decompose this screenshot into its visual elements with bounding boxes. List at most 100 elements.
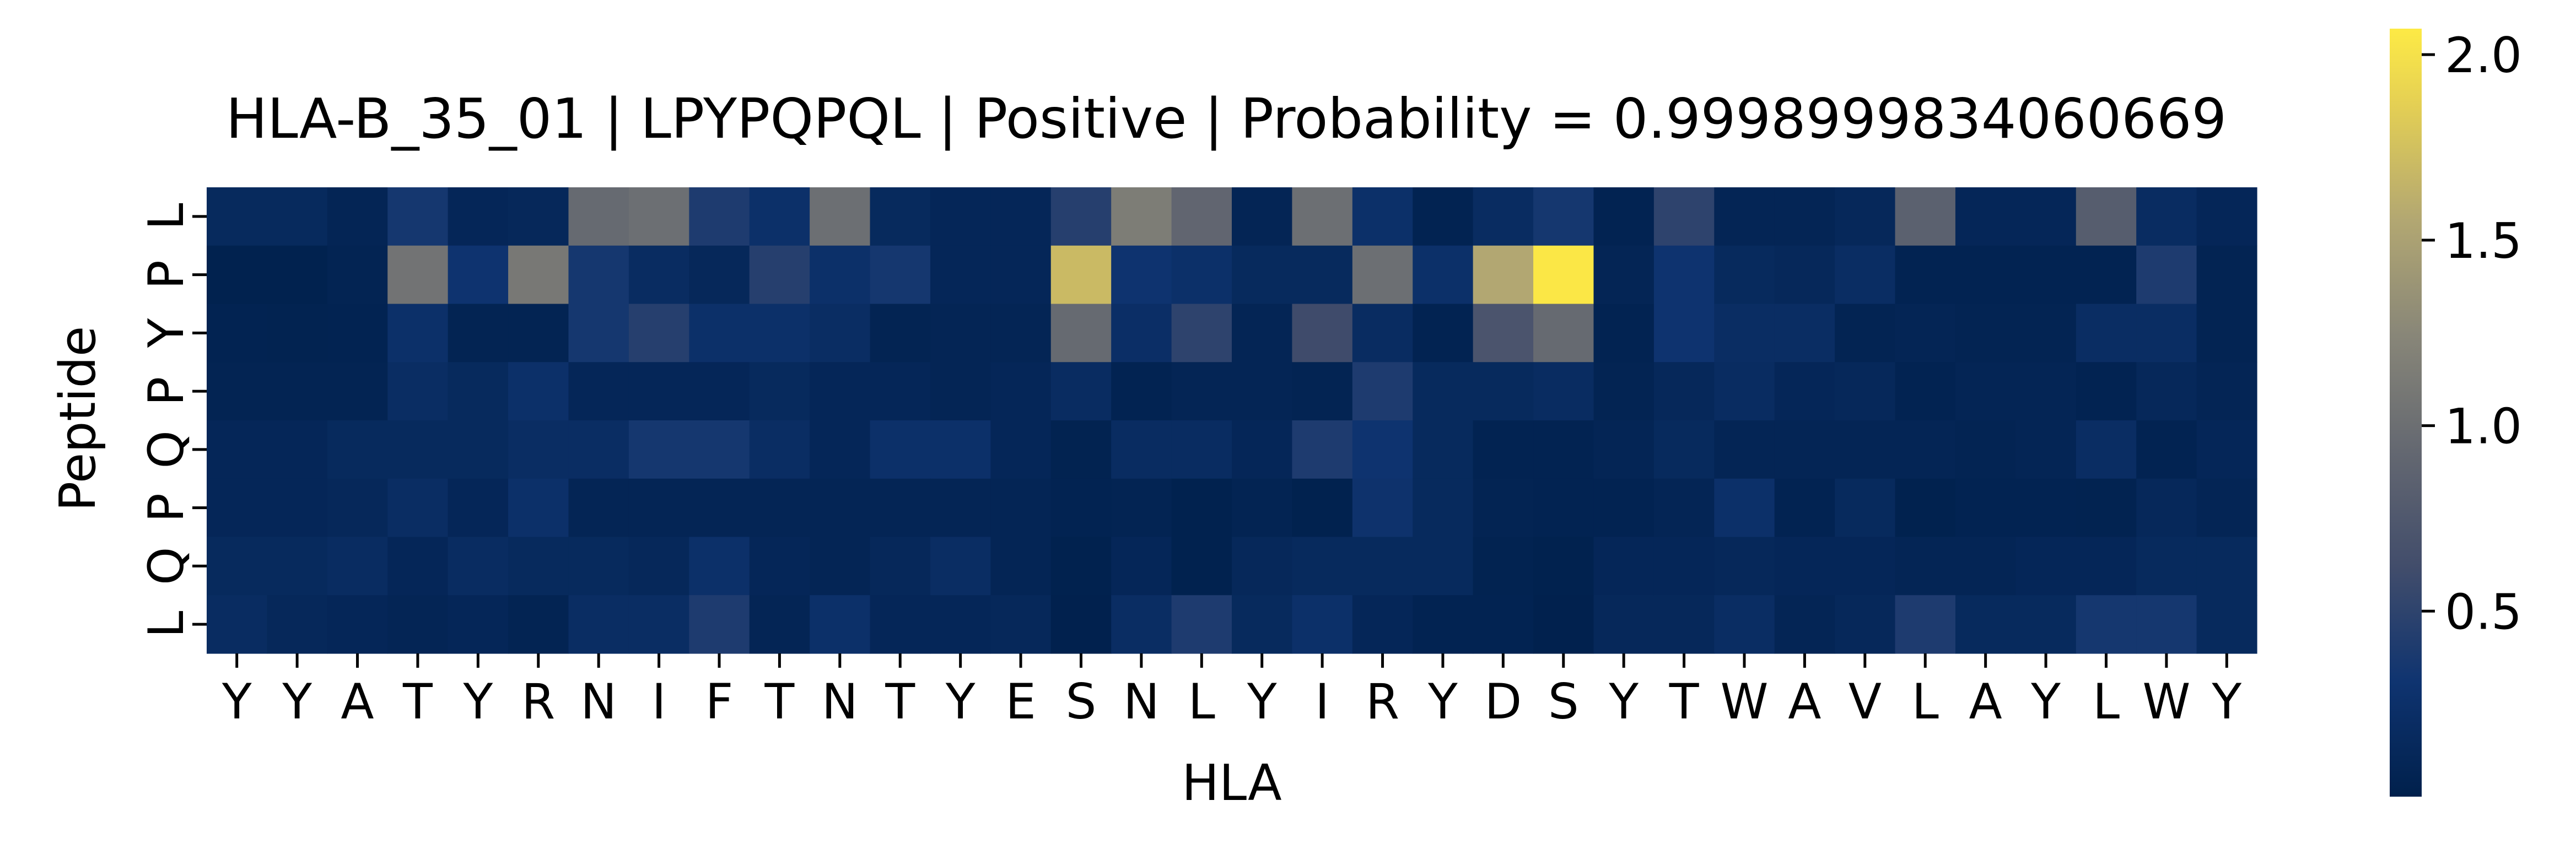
- heatmap-cell: [749, 420, 810, 479]
- y-axis-label: Peptide: [49, 326, 107, 511]
- x-tick-label: V: [1849, 673, 1882, 730]
- heatmap-cell: [2136, 537, 2197, 596]
- heatmap-cell: [1292, 245, 1353, 305]
- heatmap-cell: [1352, 537, 1413, 596]
- x-tick-label: A: [1788, 673, 1821, 730]
- heatmap-cell: [2015, 420, 2077, 479]
- heatmap-cell: [1413, 420, 1474, 479]
- heatmap-cell: [870, 187, 931, 246]
- heatmap-cell: [267, 537, 328, 596]
- heatmap-cell: [327, 245, 388, 305]
- heatmap-cell: [2015, 537, 2077, 596]
- heatmap-cell: [1714, 537, 1775, 596]
- heatmap-cell: [1171, 595, 1232, 654]
- heatmap-cell: [508, 187, 569, 246]
- heatmap-cell: [1714, 478, 1775, 538]
- heatmap-cell: [1774, 420, 1835, 479]
- heatmap-cell: [1895, 537, 1956, 596]
- heatmap-cell: [568, 478, 629, 538]
- x-tick-label: Y: [2211, 673, 2241, 730]
- heatmap-cell: [1292, 595, 1353, 654]
- heatmap-cell: [207, 245, 268, 305]
- heatmap-cell: [1895, 362, 1956, 421]
- heatmap-cell: [1774, 478, 1835, 538]
- heatmap-cell: [2196, 537, 2257, 596]
- x-tick-label: Y: [945, 673, 976, 730]
- heatmap-cell: [1533, 362, 1594, 421]
- heatmap-cell: [1473, 245, 1534, 305]
- colorbar-tick-label: 1.0: [2445, 398, 2522, 455]
- heatmap-cell: [749, 478, 810, 538]
- x-tick-label: T: [885, 673, 915, 730]
- heatmap-cell: [2196, 362, 2257, 421]
- heatmap-cell: [810, 304, 871, 363]
- heatmap-cell: [207, 537, 268, 596]
- heatmap-cell: [870, 478, 931, 538]
- heatmap-cell: [930, 187, 991, 246]
- heatmap-cell: [628, 187, 689, 246]
- heatmap-cell: [2076, 187, 2137, 246]
- heatmap-cell: [1050, 478, 1112, 538]
- heatmap-cell: [2015, 304, 2077, 363]
- heatmap-cell: [1835, 478, 1896, 538]
- heatmap-cell: [1232, 420, 1293, 479]
- heatmap-cell: [1050, 595, 1112, 654]
- y-tick-label: P: [138, 377, 195, 406]
- heatmap-cell: [2015, 187, 2077, 246]
- heatmap-cell: [990, 304, 1052, 363]
- heatmap-cell: [387, 537, 449, 596]
- heatmap-cell: [1292, 478, 1353, 538]
- x-tick-label: A: [1969, 673, 2002, 730]
- heatmap-cell: [1232, 537, 1293, 596]
- heatmap-cell: [1111, 187, 1172, 246]
- heatmap-cell: [1050, 420, 1112, 479]
- heatmap-cell: [2196, 595, 2257, 654]
- heatmap-cell: [689, 420, 750, 479]
- heatmap-cell: [1835, 537, 1896, 596]
- y-tick-label: Y: [138, 318, 195, 348]
- heatmap-cell: [1352, 304, 1413, 363]
- heatmap-cell: [1835, 362, 1896, 421]
- heatmap-cell: [628, 537, 689, 596]
- heatmap-cell: [749, 304, 810, 363]
- heatmap-cell: [870, 245, 931, 305]
- heatmap-cell: [2076, 304, 2137, 363]
- heatmap-cell: [1413, 245, 1474, 305]
- heatmap-cell: [1292, 304, 1353, 363]
- heatmap-cell: [689, 187, 750, 246]
- heatmap-cell: [2136, 420, 2197, 479]
- heatmap-cell: [1050, 245, 1112, 305]
- heatmap-cell: [628, 245, 689, 305]
- heatmap-cell: [1413, 595, 1474, 654]
- heatmap-cell: [207, 304, 268, 363]
- heatmap-cell: [267, 595, 328, 654]
- heatmap-cell: [1955, 478, 2016, 538]
- heatmap-cell: [1653, 595, 1715, 654]
- heatmap-cell: [1895, 304, 1956, 363]
- heatmap-cell: [628, 478, 689, 538]
- heatmap-cell: [870, 304, 931, 363]
- heatmap-cell: [2015, 478, 2077, 538]
- x-tick-label: Y: [1247, 673, 1277, 730]
- heatmap-cell: [267, 478, 328, 538]
- x-tick-label: E: [1005, 673, 1036, 730]
- heatmap-cell: [1593, 537, 1655, 596]
- heatmap-cell: [1171, 362, 1232, 421]
- heatmap-cell: [1171, 187, 1232, 246]
- heatmap-cell: [1111, 362, 1172, 421]
- heatmap-cell: [2196, 420, 2257, 479]
- colorbar-ticks: 0.5 1.0 1.5 2.0: [2422, 27, 2522, 640]
- heatmap-cell: [930, 420, 991, 479]
- heatmap-cell: [568, 187, 629, 246]
- heatmap-cell: [1955, 304, 2016, 363]
- x-tick-label: I: [1315, 673, 1329, 730]
- heatmap-cell: [1533, 187, 1594, 246]
- heatmap-cell: [1111, 537, 1172, 596]
- heatmap-cell: [1835, 595, 1896, 654]
- heatmap-cell: [2076, 595, 2137, 654]
- heatmap-cell: [1653, 478, 1715, 538]
- heatmap-cell: [508, 537, 569, 596]
- heatmap-cell: [628, 304, 689, 363]
- x-tick-label: Y: [222, 673, 252, 730]
